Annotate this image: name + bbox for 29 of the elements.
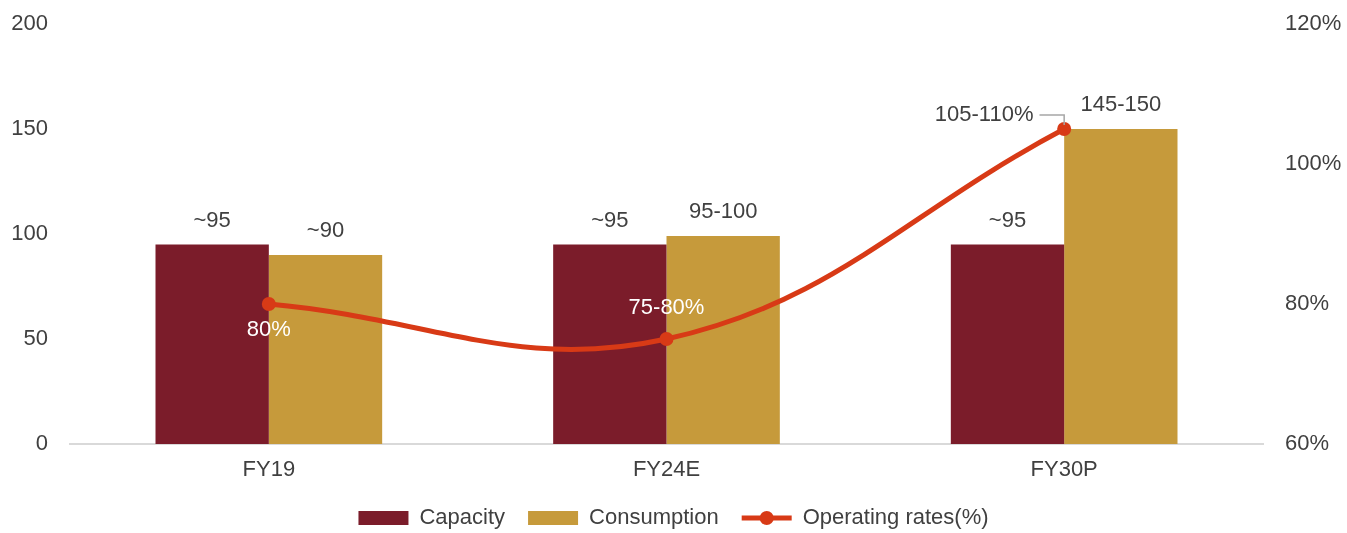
- point: [1057, 122, 1072, 136]
- y2-tick-label: 120%: [1285, 10, 1342, 36]
- y-tick-label: 200: [11, 10, 48, 36]
- data-label: 75-80%: [628, 294, 705, 320]
- data-label: ~95: [193, 206, 231, 232]
- data-label: 80%: [246, 316, 291, 342]
- data-label: ~90: [306, 217, 345, 243]
- legend-label: Capacity: [419, 504, 506, 530]
- data-label: 95-100: [688, 198, 758, 224]
- point: [261, 297, 276, 311]
- legend-label: Operating rates(%): [802, 504, 989, 530]
- x-tick-label: FY19: [242, 456, 296, 482]
- data-label: 145-150: [1080, 91, 1162, 117]
- bar: [950, 244, 1065, 444]
- y-tick-label: 150: [11, 115, 48, 141]
- data-label: 105-110%: [934, 101, 1034, 127]
- bar: [1064, 129, 1178, 444]
- y-tick-label: 100: [11, 220, 48, 246]
- y2-tick-label: 60%: [1285, 430, 1330, 456]
- data-label: ~95: [591, 206, 629, 232]
- x-tick-label: FY30P: [1030, 456, 1098, 482]
- y2-tick-label: 100%: [1285, 150, 1342, 176]
- y-tick-label: 50: [23, 325, 48, 351]
- data-label: ~95: [988, 206, 1027, 232]
- y2-tick-label: 80%: [1285, 290, 1330, 316]
- x-tick-label: FY24E: [632, 456, 701, 482]
- y-tick-label: 0: [35, 430, 48, 456]
- point: [659, 332, 674, 346]
- legend-label: Consumption: [589, 504, 719, 530]
